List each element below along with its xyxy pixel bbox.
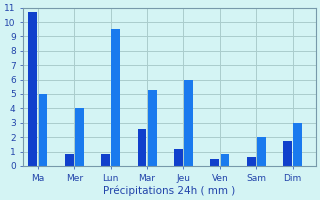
Bar [220, 154, 229, 166]
Bar [138, 129, 147, 166]
Bar [293, 123, 302, 166]
Bar [111, 29, 120, 166]
Bar [184, 80, 193, 166]
Bar [257, 137, 266, 166]
Bar [283, 141, 292, 166]
Bar [75, 108, 84, 166]
Bar [28, 12, 37, 166]
Bar [101, 154, 110, 166]
Bar [38, 94, 47, 166]
Bar [211, 159, 219, 166]
Bar [247, 157, 256, 166]
Bar [174, 149, 183, 166]
X-axis label: Précipitations 24h ( mm ): Précipitations 24h ( mm ) [103, 185, 236, 196]
Bar [148, 90, 156, 166]
Bar [65, 154, 74, 166]
